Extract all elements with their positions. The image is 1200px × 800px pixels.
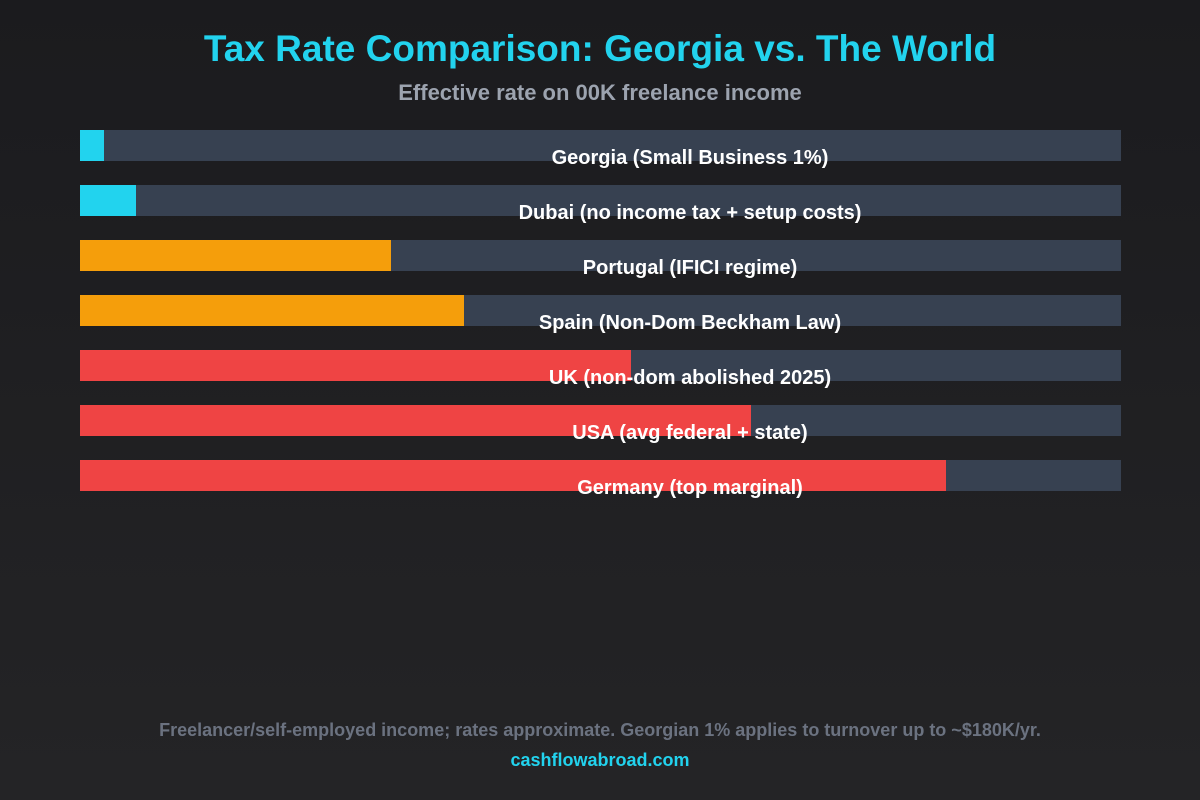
bar-label: Germany (top marginal) bbox=[577, 477, 803, 499]
footnote: Freelancer/self-employed income; rates a… bbox=[159, 720, 1041, 740]
bar-fill bbox=[80, 240, 392, 271]
bar-label: Dubai (no income tax + setup costs) bbox=[518, 202, 862, 224]
bar-label: Georgia (Small Business 1%) bbox=[551, 147, 829, 169]
bar-fill bbox=[80, 405, 752, 436]
bar-label: Portugal (IFICI regime) bbox=[582, 257, 798, 279]
chart-title: Tax Rate Comparison: Georgia vs. The Wor… bbox=[203, 28, 997, 69]
bar-label: UK (non-dom abolished 2025) bbox=[548, 367, 832, 389]
bar-row: USA (avg federal + state) bbox=[80, 405, 1121, 444]
bar-row: Spain (Non-Dom Beckham Law) bbox=[80, 295, 1121, 334]
bar-row: Germany (top marginal) bbox=[80, 460, 1121, 499]
bar-track bbox=[80, 185, 1121, 216]
bar-row: Portugal (IFICI regime) bbox=[80, 240, 1121, 279]
bar-label: USA (avg federal + state) bbox=[572, 422, 808, 444]
bar-row: Georgia (Small Business 1%) bbox=[80, 130, 1121, 169]
bar-track bbox=[80, 130, 1121, 161]
bar-fill bbox=[80, 185, 137, 216]
bar-row: Dubai (no income tax + setup costs) bbox=[80, 185, 1121, 224]
bar-fill bbox=[80, 460, 947, 491]
bar-label: Spain (Non-Dom Beckham Law) bbox=[538, 312, 842, 334]
bar-fill bbox=[80, 130, 104, 161]
chart-subtitle: Effective rate on 00K freelance income bbox=[398, 80, 802, 105]
bar-fill bbox=[80, 295, 465, 326]
bar-row: UK (non-dom abolished 2025) bbox=[80, 350, 1121, 389]
site-link[interactable]: cashflowabroad.com bbox=[510, 750, 690, 770]
bar-fill bbox=[80, 350, 631, 381]
